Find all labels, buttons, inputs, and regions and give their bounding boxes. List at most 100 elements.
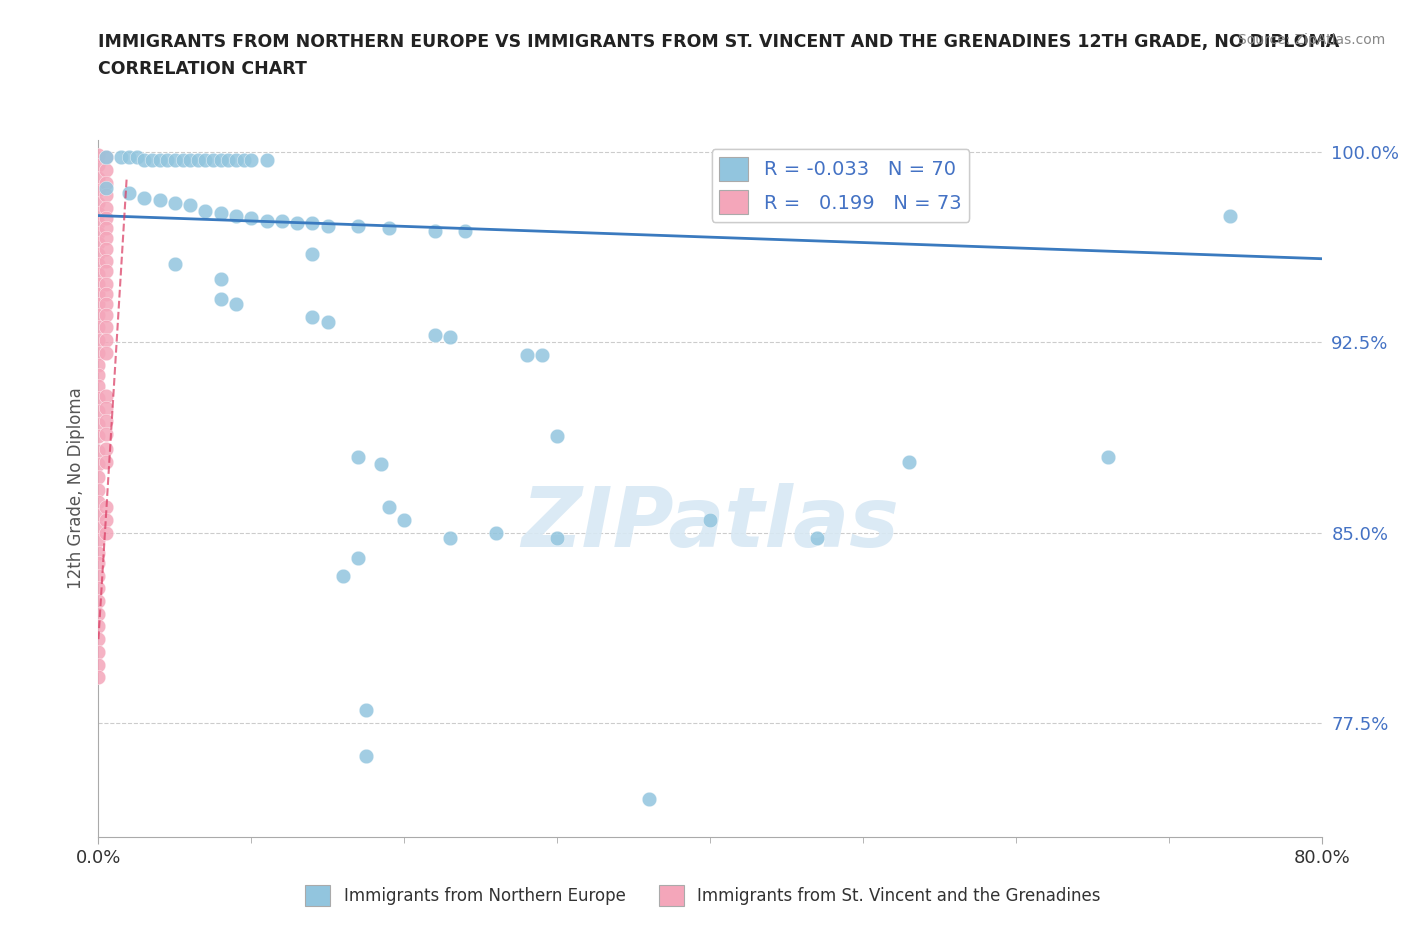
- Point: [354, 749, 377, 764]
- Point: [118, 185, 141, 200]
- Point: [87, 236, 110, 251]
- Point: [134, 191, 156, 206]
- Point: [87, 147, 110, 162]
- Point: [240, 211, 263, 226]
- Point: [439, 530, 461, 545]
- Point: [125, 150, 148, 165]
- Point: [256, 153, 278, 167]
- Point: [87, 457, 110, 472]
- Point: [423, 327, 446, 342]
- Point: [225, 297, 247, 312]
- Point: [94, 254, 117, 269]
- Point: [546, 530, 568, 545]
- Point: [637, 791, 661, 806]
- Point: [94, 150, 117, 165]
- Point: [179, 198, 201, 213]
- Point: [87, 404, 110, 418]
- Point: [94, 442, 117, 457]
- Point: [87, 320, 110, 335]
- Legend: Immigrants from Northern Europe, Immigrants from St. Vincent and the Grenadines: Immigrants from Northern Europe, Immigra…: [298, 879, 1108, 912]
- Point: [301, 216, 323, 231]
- Point: [87, 170, 110, 185]
- Point: [94, 454, 117, 469]
- Point: [94, 388, 117, 403]
- Point: [141, 153, 163, 167]
- Point: [699, 512, 721, 527]
- Point: [87, 157, 110, 172]
- Y-axis label: 12th Grade, No Diploma: 12th Grade, No Diploma: [66, 388, 84, 589]
- Point: [94, 345, 117, 360]
- Point: [378, 499, 401, 514]
- Point: [87, 297, 110, 312]
- Point: [354, 703, 377, 718]
- Point: [172, 153, 194, 167]
- Point: [94, 332, 117, 347]
- Point: [1097, 449, 1119, 464]
- Point: [806, 530, 828, 545]
- Point: [94, 525, 117, 540]
- Point: [530, 348, 553, 363]
- Point: [87, 257, 110, 272]
- Point: [209, 272, 232, 286]
- Point: [194, 203, 217, 218]
- Point: [225, 208, 247, 223]
- Point: [87, 555, 110, 570]
- Point: [546, 429, 568, 444]
- Point: [94, 180, 117, 195]
- Point: [87, 495, 110, 510]
- Point: [209, 206, 232, 220]
- Point: [87, 368, 110, 383]
- Point: [87, 416, 110, 431]
- Point: [423, 223, 446, 238]
- Point: [118, 150, 141, 165]
- Point: [209, 292, 232, 307]
- Point: [87, 391, 110, 405]
- Point: [87, 533, 110, 548]
- Point: [516, 348, 538, 363]
- Point: [110, 150, 132, 165]
- Point: [94, 307, 117, 322]
- Point: [149, 193, 172, 207]
- Point: [87, 619, 110, 634]
- Point: [94, 401, 117, 416]
- Point: [87, 520, 110, 535]
- Point: [87, 226, 110, 241]
- Point: [87, 568, 110, 583]
- Point: [87, 286, 110, 301]
- Point: [87, 267, 110, 282]
- Point: [94, 512, 117, 527]
- Point: [301, 246, 323, 261]
- Text: IMMIGRANTS FROM NORTHERN EUROPE VS IMMIGRANTS FROM ST. VINCENT AND THE GRENADINE: IMMIGRANTS FROM NORTHERN EUROPE VS IMMIG…: [98, 33, 1340, 50]
- Point: [94, 220, 117, 235]
- Point: [94, 211, 117, 226]
- Point: [94, 426, 117, 441]
- Point: [163, 257, 186, 272]
- Point: [87, 631, 110, 646]
- Point: [87, 606, 110, 621]
- Point: [217, 153, 239, 167]
- Point: [94, 320, 117, 335]
- Point: [94, 150, 117, 165]
- Point: [87, 508, 110, 523]
- Point: [87, 246, 110, 261]
- Point: [87, 444, 110, 458]
- Point: [87, 482, 110, 497]
- Point: [87, 307, 110, 322]
- Point: [94, 231, 117, 246]
- Point: [156, 153, 179, 167]
- Point: [87, 546, 110, 561]
- Point: [347, 449, 370, 464]
- Point: [94, 499, 117, 514]
- Point: [285, 216, 308, 231]
- Point: [347, 551, 370, 565]
- Point: [232, 153, 254, 167]
- Point: [163, 153, 186, 167]
- Point: [347, 219, 370, 233]
- Point: [87, 332, 110, 347]
- Point: [94, 276, 117, 291]
- Point: [439, 330, 461, 345]
- Point: [94, 175, 117, 190]
- Point: [94, 297, 117, 312]
- Point: [87, 644, 110, 659]
- Point: [94, 414, 117, 429]
